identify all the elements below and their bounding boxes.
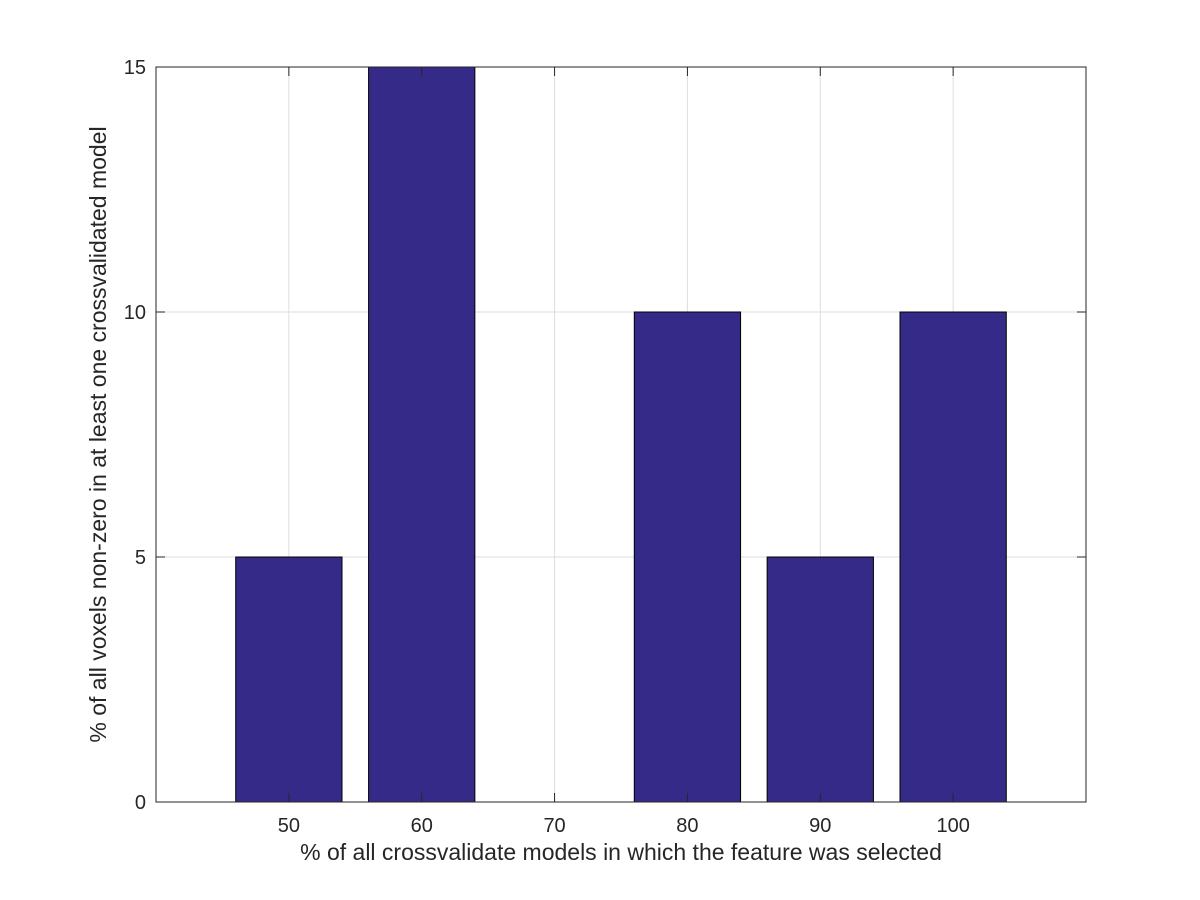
- x-tick-label: 70: [543, 815, 565, 837]
- ticks: [156, 66, 1086, 803]
- axes-frame: [155, 66, 1087, 803]
- bar-60: [368, 66, 476, 803]
- x-tick-label: 90: [809, 815, 831, 837]
- bar-50: [235, 556, 343, 803]
- x-tick-label: 100: [936, 815, 969, 837]
- bar-80: [633, 311, 742, 803]
- bar-90: [766, 556, 874, 803]
- y-tick-label: 10: [124, 302, 146, 324]
- bars: [235, 66, 1007, 803]
- x-tick-label: 80: [676, 815, 698, 837]
- y-axis-label: % of all voxels non-zero in at least one…: [85, 126, 111, 742]
- y-tick-label: 5: [135, 547, 146, 569]
- x-tick-labels: 50 60 70 80 90 100: [278, 815, 970, 837]
- x-tick-label: 50: [278, 815, 300, 837]
- x-tick-label: 60: [411, 815, 433, 837]
- y-tick-labels: 0 5 10 15: [124, 57, 146, 814]
- y-tick-label: 15: [124, 57, 146, 79]
- y-tick-label: 0: [135, 792, 146, 814]
- bar-100: [899, 311, 1007, 803]
- x-axis-label: % of all crossvalidate models in which t…: [300, 839, 942, 865]
